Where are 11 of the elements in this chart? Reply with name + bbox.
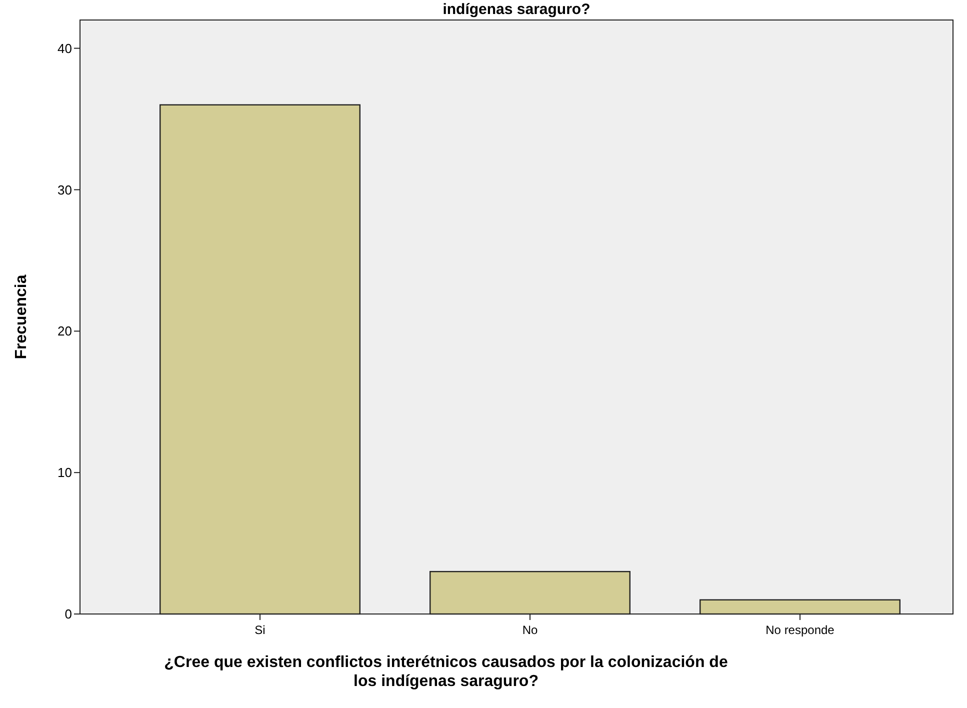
x-tick-label: No: [522, 623, 538, 637]
y-axis-title: Frecuencia: [13, 274, 30, 360]
y-tick-label: 40: [58, 40, 72, 56]
y-tick-label: 30: [58, 182, 72, 198]
y-tick-label: 10: [58, 465, 72, 480]
y-tick-label: 20: [58, 324, 72, 339]
chart-title: indígenas saraguro?: [442, 1, 590, 18]
x-tick-label: Si: [254, 623, 266, 637]
x-tick-label: No responde: [766, 623, 835, 637]
x-axis-title: ¿Cree que existen conflictos interétnicos causados por la colonización de los indígenas saraguro?: [164, 654, 728, 690]
y-tick-label: 0: [64, 606, 72, 622]
